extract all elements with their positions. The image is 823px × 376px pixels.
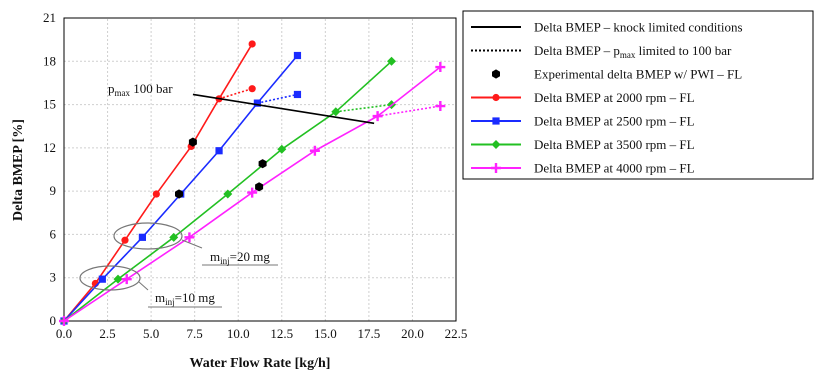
series-line: [63, 102, 259, 322]
x-tick-labels: 0.0 2.5 5.0 7.5 10.0 12.5 15.0 17.5 20.0 22.5: [56, 326, 468, 341]
data-point: [435, 101, 446, 112]
x-tick-label: 2.5: [99, 326, 115, 341]
x-tick-label: 22.5: [445, 326, 468, 341]
y-tick-label: 9: [50, 183, 57, 198]
data-point: [387, 56, 397, 66]
legend-item: Delta BMEP at 2000 rpm – FL: [471, 90, 695, 105]
data-point: [121, 274, 132, 285]
legend-swatch: [492, 69, 500, 79]
series-extension-pmax: [377, 105, 441, 117]
data-point: [309, 145, 320, 156]
pmax-annotation: pmax 100 bar: [108, 81, 173, 98]
experimental-point: [175, 189, 183, 199]
legend-label: Delta BMEP at 4000 rpm – FL: [534, 161, 695, 176]
minj-20-annotation: minj=20 mg: [210, 249, 270, 266]
series-extension-knock: [377, 66, 441, 117]
data-point: [223, 189, 233, 199]
y-tick-label: 12: [43, 140, 56, 155]
plot-frame: [63, 17, 457, 322]
data-point: [331, 107, 341, 117]
legend-label: Delta BMEP at 3500 rpm – FL: [534, 137, 695, 152]
legend-label: Experimental delta BMEP w/ PWI – FL: [534, 67, 742, 82]
series-extension-pmax: [335, 103, 392, 113]
y-tick-label: 0: [50, 313, 57, 328]
legend-item: Delta BMEP at 4000 rpm – FL: [471, 161, 695, 176]
data-point: [435, 62, 446, 73]
legend-label: Delta BMEP at 2500 rpm – FL: [534, 114, 695, 129]
series-line: [63, 98, 220, 322]
knock-limit-segment: [192, 93, 375, 125]
legend-label: Delta BMEP – pmax limited to 100 bar: [534, 43, 732, 60]
minj-20-ellipse: [113, 222, 183, 250]
minj-20-leader: [181, 239, 203, 249]
y-tick-labels: 0 3 6 9 12 15 18 21: [43, 10, 57, 328]
legend-label: Delta BMEP at 2000 rpm – FL: [534, 90, 695, 105]
legend-item: Delta BMEP at 3500 rpm – FL: [471, 137, 695, 152]
legend-label: Delta BMEP – knock limited conditions: [534, 20, 743, 35]
legend: Delta BMEP – knock limited conditions Del…: [462, 10, 814, 180]
legend-item: Delta BMEP – knock limited conditions: [471, 20, 743, 35]
axes: [63, 17, 457, 322]
data-point: [184, 232, 195, 243]
data-point: [169, 232, 179, 242]
y-tick-label: 15: [43, 97, 56, 112]
legend-swatch: [492, 117, 500, 125]
data-point: [121, 236, 129, 244]
data-point: [247, 187, 258, 198]
legend-swatch: [491, 163, 501, 173]
x-axis-label: Water Flow Rate [kg/h]: [190, 356, 331, 371]
series-extension-knock: [335, 60, 393, 113]
y-tick-label: 18: [43, 53, 56, 68]
data-point: [113, 274, 123, 284]
x-tick-label: 10.0: [227, 326, 250, 341]
series-diamond: [59, 56, 397, 326]
knock-limit-line: [192, 93, 375, 125]
series-layer: [59, 40, 446, 326]
legend-item: Experimental delta BMEP w/ PWI – FL: [492, 67, 742, 82]
series-extension-pmax: [218, 87, 253, 100]
x-tick-label: 20.0: [401, 326, 424, 341]
series-extension-knock: [218, 43, 253, 100]
legend-swatch: [491, 140, 501, 149]
data-point: [248, 85, 256, 93]
minj-10-leader: [138, 281, 149, 291]
x-tick-label: 12.5: [270, 326, 293, 341]
x-tick-label: 7.5: [187, 326, 203, 341]
data-point: [253, 99, 261, 107]
x-tick-label: 0.0: [56, 326, 72, 341]
series-line: [63, 111, 337, 322]
data-point: [98, 275, 106, 283]
legend-item: Delta BMEP at 2500 rpm – FL: [471, 114, 695, 129]
y-tick-label: 3: [50, 270, 57, 285]
experimental-point: [255, 182, 264, 192]
data-point: [59, 316, 69, 326]
legend-swatch: [492, 93, 500, 102]
x-tick-label: 17.5: [358, 326, 381, 341]
y-tick-label: 21: [43, 10, 56, 25]
data-point: [277, 144, 287, 154]
x-tick-label: 5.0: [143, 326, 159, 341]
experimental-point: [258, 159, 267, 169]
minj-10-annotation: minj=10 mg: [155, 290, 215, 307]
data-point: [248, 40, 256, 48]
minj-10-ellipse: [79, 265, 141, 291]
data-point: [293, 51, 302, 60]
series-extension-pmax: [257, 93, 298, 104]
series-line: [63, 115, 378, 322]
series-plus: [59, 62, 446, 326]
legend-item: Delta BMEP – pmax limited to 100 bar: [471, 43, 732, 60]
series-extension-knock: [256, 54, 299, 104]
data-point: [372, 111, 383, 122]
data-point: [152, 190, 160, 198]
experimental-points: [175, 137, 267, 199]
legend-box: [462, 10, 814, 180]
x-tick-label: 15.0: [314, 326, 337, 341]
data-point: [138, 233, 146, 241]
y-axis-label: Delta BMEP [%]: [11, 119, 26, 221]
y-tick-label: 6: [50, 226, 57, 241]
data-point: [215, 147, 223, 155]
experimental-point: [188, 137, 197, 147]
data-point: [293, 90, 302, 99]
